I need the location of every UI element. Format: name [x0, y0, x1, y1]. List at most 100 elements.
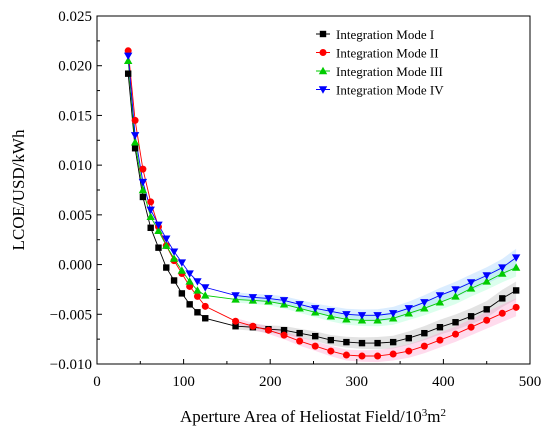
legend-label: Integration Mode III: [336, 64, 443, 79]
data-point: [467, 323, 475, 331]
x-axis: 0 100 200 300 400 500: [93, 359, 541, 390]
data-point: [124, 70, 132, 77]
data-point: [201, 302, 209, 310]
data-point: [169, 248, 179, 256]
data-point: [280, 331, 288, 339]
data-point: [498, 264, 507, 272]
data-point: [231, 292, 240, 300]
data-point: [124, 47, 132, 55]
data-point: [264, 295, 273, 303]
legend-label: Integration Mode IV: [336, 83, 444, 98]
data-point: [327, 336, 335, 344]
data-point: [279, 297, 289, 305]
y-tick-label: 0.010: [58, 158, 92, 174]
data-point: [264, 326, 272, 334]
x-tick-label: 300: [346, 374, 369, 390]
data-point: [186, 282, 194, 290]
legend-label: Integration Mode I: [336, 27, 434, 42]
data-point: [451, 286, 460, 294]
data-point: [466, 284, 476, 292]
data-point: [483, 306, 490, 313]
y-tick-label: −0.010: [50, 357, 92, 373]
data-point: [358, 352, 366, 360]
data-point: [249, 322, 257, 330]
series-band: [235, 298, 517, 363]
data-point: [248, 294, 258, 302]
data-point: [421, 329, 428, 337]
data-point: [123, 52, 133, 60]
data-point: [482, 272, 491, 280]
x-tick-label: 200: [259, 374, 282, 390]
legend-marker: [318, 86, 328, 94]
data-point: [388, 310, 398, 318]
data-point: [154, 221, 163, 229]
data-point: [146, 206, 155, 215]
confidence-bands: [235, 248, 517, 363]
legend-marker: [318, 66, 328, 75]
data-point: [185, 277, 194, 285]
data-point: [130, 138, 140, 146]
data-point: [131, 116, 139, 124]
x-tick-label: 100: [172, 374, 195, 390]
data-point: [312, 332, 319, 340]
y-tick-label: 0.020: [58, 59, 92, 75]
data-point: [498, 269, 507, 277]
data-point: [436, 336, 444, 344]
data-point: [193, 292, 201, 300]
data-point: [435, 298, 445, 306]
data-point: [138, 178, 148, 187]
data-point: [342, 311, 351, 319]
y-tick-label: 0.000: [58, 258, 92, 274]
data-point: [193, 286, 202, 294]
legend-marker: [319, 49, 327, 56]
series-band: [235, 258, 517, 327]
y-tick-label: 0.005: [58, 208, 92, 224]
y-tick-label: 0.025: [58, 9, 92, 25]
x-axis-title: Aperture Area of Heliostat Field/103m2: [180, 407, 446, 426]
data-point: [169, 254, 179, 262]
data-point: [326, 308, 336, 316]
series-band: [235, 281, 517, 350]
data-point: [123, 56, 133, 64]
data-point: [452, 330, 460, 338]
data-point: [311, 305, 320, 313]
data-point: [154, 226, 163, 234]
data-point: [452, 319, 459, 326]
data-point: [155, 244, 162, 251]
data-point: [163, 264, 170, 271]
data-point: [483, 316, 491, 324]
data-point: [404, 309, 413, 317]
data-point: [357, 316, 367, 324]
data-point: [194, 309, 201, 316]
data-point: [295, 301, 304, 309]
data-point: [373, 316, 382, 324]
data-point: [232, 317, 240, 325]
data-point: [467, 313, 475, 320]
legend-marker: [319, 30, 327, 38]
data-point: [201, 284, 210, 292]
data-point: [131, 145, 139, 152]
data-point: [178, 290, 186, 297]
data-point: [177, 266, 187, 274]
data-point: [404, 305, 413, 313]
data-point: [389, 350, 397, 358]
data-point: [451, 292, 460, 300]
data-point: [280, 326, 288, 334]
series-band: [235, 248, 517, 322]
data-point: [146, 212, 155, 221]
data-point: [499, 295, 506, 302]
data-point: [202, 315, 209, 322]
data-point: [139, 193, 147, 201]
series-markers: [123, 47, 521, 360]
data-point: [327, 347, 335, 355]
data-point: [343, 338, 350, 346]
data-point: [185, 270, 194, 278]
data-point: [296, 337, 304, 345]
legend: Integration Mode I Integration Mode II Int…: [316, 27, 444, 98]
data-point: [147, 224, 154, 231]
data-point: [130, 132, 140, 140]
data-point: [420, 299, 429, 307]
data-point: [435, 292, 445, 300]
y-axis-title: LCOE/USD/kWh: [9, 129, 28, 250]
data-point: [232, 323, 239, 330]
